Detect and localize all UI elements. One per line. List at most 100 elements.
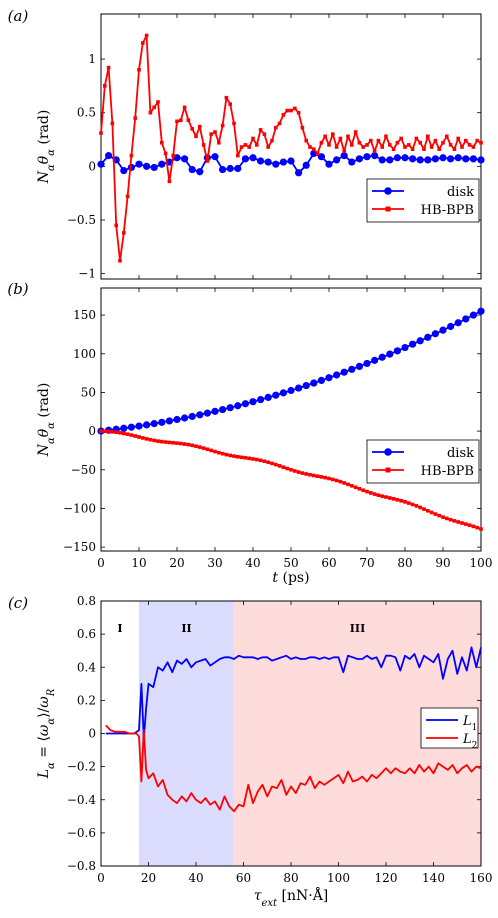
hb-bpb-point <box>388 143 392 147</box>
hb-bpb-point <box>437 513 441 518</box>
hb-bpb-point <box>357 487 362 491</box>
hb-bpb-point <box>388 496 392 500</box>
panel-a: −1 −0.5 0 0.5 1 disk HB-BPB (a) Nαθα (rad) <box>8 7 485 281</box>
hb-bpb-point <box>148 110 153 115</box>
hb-bpb-point <box>399 498 403 503</box>
hb-bpb-point <box>133 434 137 438</box>
hb-bpb-point <box>460 145 464 149</box>
hb-bpb-point <box>445 516 449 521</box>
disk-point <box>469 311 477 319</box>
hb-bpb-point <box>201 446 206 450</box>
hb-bpb-point <box>220 123 225 128</box>
hb-bpb-point <box>357 140 362 145</box>
x-tick-label: 20 <box>169 556 184 570</box>
hb-bpb-point <box>152 438 156 443</box>
region-label: I <box>117 622 122 635</box>
hb-bpb-point <box>437 147 441 151</box>
disk-point <box>371 356 379 364</box>
disk-point <box>188 412 196 421</box>
hb-bpb-point <box>338 136 343 141</box>
disk-point <box>219 165 227 174</box>
hb-bpb-point <box>243 143 248 147</box>
panel-label: (c) <box>8 594 28 612</box>
hb-bpb-point <box>361 145 365 149</box>
x-tick-label: 80 <box>283 871 298 885</box>
x-axis-label: t (ps) <box>272 570 309 586</box>
disk-point <box>188 165 196 174</box>
hb-bpb-point <box>410 147 415 151</box>
hb-bpb-point <box>118 430 122 435</box>
hb-bpb-point <box>144 437 149 441</box>
disk-point <box>340 152 348 160</box>
y-tick-label: 100 <box>73 347 96 361</box>
hb-bpb-point <box>422 147 426 151</box>
hb-bpb-point <box>365 143 369 147</box>
hb-bpb-point <box>167 179 172 184</box>
hb-bpb-point <box>251 136 255 141</box>
hb-bpb-point <box>346 482 350 487</box>
hb-bpb-point <box>281 113 286 117</box>
disk-point <box>211 153 219 161</box>
hb-bpb-point <box>255 143 259 147</box>
disk-point <box>401 154 409 162</box>
hb-bpb-point <box>293 469 297 473</box>
hb-bpb-point <box>236 153 240 158</box>
hb-bpb-point <box>395 497 400 502</box>
legend-marker <box>384 187 392 195</box>
hb-bpb-point <box>448 517 453 522</box>
hb-bpb-point <box>141 41 145 45</box>
disk-point <box>302 381 310 390</box>
disk-point <box>416 156 424 164</box>
hb-bpb-point <box>255 457 259 462</box>
disk-point <box>120 167 128 175</box>
hb-bpb-point <box>312 147 316 151</box>
hb-bpb-point <box>380 145 384 149</box>
disk-point <box>424 156 432 164</box>
x-tick-label: 30 <box>207 556 222 570</box>
hb-bpb-point <box>258 458 263 463</box>
disk-point <box>257 395 265 404</box>
disk-point <box>241 400 249 408</box>
hb-bpb-point <box>209 448 213 453</box>
hb-bpb-point <box>380 494 384 498</box>
x-tick-label: 120 <box>375 871 398 885</box>
hb-bpb-point <box>391 497 396 501</box>
y-tick-label: −0.5 <box>67 213 96 227</box>
hb-bpb-point <box>460 521 464 525</box>
hb-bpb-point <box>129 433 134 437</box>
hb-bpb-point <box>217 140 221 145</box>
hb-bpb-point <box>327 476 331 481</box>
hb-bpb-point <box>144 33 149 38</box>
hb-bpb-point <box>270 138 274 143</box>
hb-bpb-point <box>426 134 430 139</box>
hb-bpb-point <box>479 527 483 531</box>
hb-bpb-point <box>201 143 206 147</box>
hb-bpb-point <box>186 442 191 447</box>
disk-point <box>234 402 242 410</box>
disk-point <box>272 160 280 168</box>
y-tick-label: 150 <box>73 308 96 322</box>
region-ii-band <box>139 601 234 866</box>
disk-point <box>203 409 211 417</box>
disk-point <box>241 155 249 163</box>
hb-bpb-point <box>304 138 308 143</box>
disk-point <box>279 158 287 166</box>
hb-bpb-point <box>198 124 202 129</box>
l1-line <box>105 646 482 740</box>
disk-point <box>257 157 265 165</box>
hb-bpb-point <box>369 491 373 495</box>
x-tick-label: 60 <box>321 556 336 570</box>
hb-bpb-point <box>171 440 175 445</box>
hb-bpb-point <box>407 501 411 505</box>
y-tick-label: −0.8 <box>67 859 96 873</box>
hb-bpb-point <box>205 159 210 163</box>
hb-bpb-point <box>125 432 130 437</box>
hb-bpb-point <box>346 134 350 139</box>
hb-bpb-point <box>456 520 460 524</box>
hb-bpb-point <box>232 121 236 126</box>
disk-point <box>295 384 303 392</box>
y-axis-label: Nαθα (rad) <box>36 383 57 458</box>
disk-point <box>447 155 455 163</box>
hb-bpb-point <box>464 522 468 526</box>
